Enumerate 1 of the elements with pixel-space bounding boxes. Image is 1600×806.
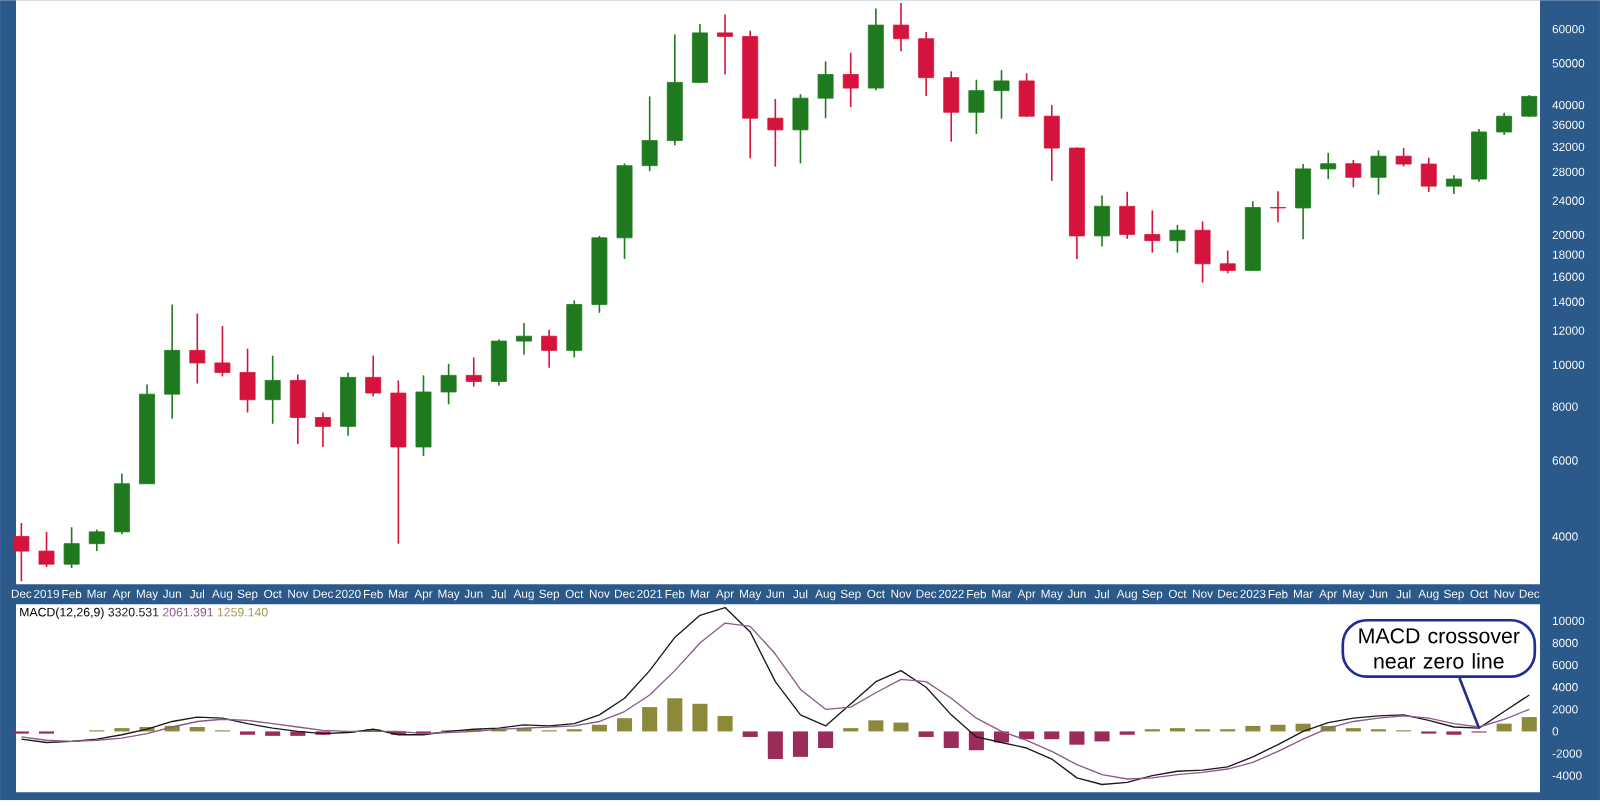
annotation: MACD crossover near zero line (1359, 628, 1520, 669)
